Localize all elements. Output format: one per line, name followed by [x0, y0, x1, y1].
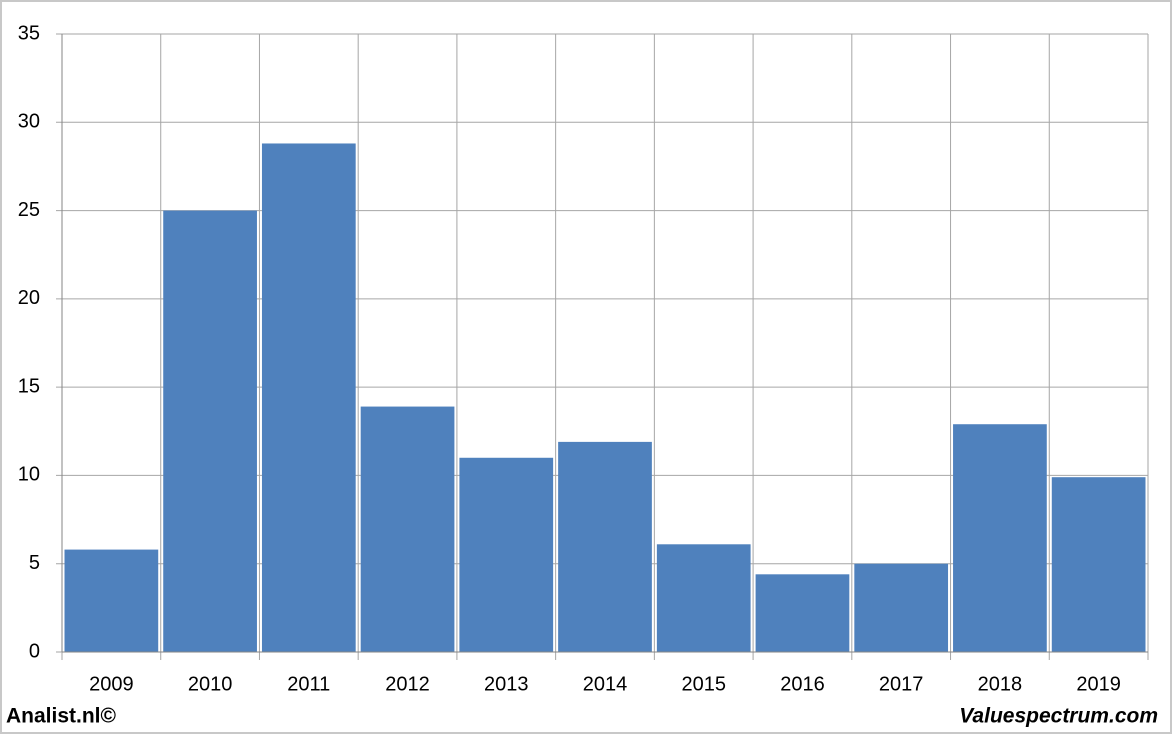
y-tick-label: 20	[18, 287, 40, 309]
x-tick-label: 2013	[484, 673, 529, 695]
x-tick-label: 2012	[385, 673, 430, 695]
y-tick-label: 5	[29, 552, 40, 574]
bar	[755, 574, 850, 652]
bar	[261, 143, 356, 652]
y-tick-label: 15	[18, 375, 40, 397]
y-tick-label: 10	[18, 464, 40, 486]
x-tick-label: 2009	[89, 673, 134, 695]
bar	[953, 424, 1047, 652]
bar	[558, 441, 652, 652]
x-tick-label: 2016	[780, 673, 825, 695]
bar	[1051, 477, 1146, 652]
bar	[459, 457, 554, 652]
x-tick-label: 2015	[681, 673, 726, 695]
y-tick-label: 0	[29, 640, 40, 662]
x-tick-label: 2019	[1076, 673, 1121, 695]
y-tick-label: 25	[18, 199, 40, 221]
credit-left: Analist.nl©	[6, 705, 117, 728]
x-tick-label: 2014	[583, 673, 628, 695]
y-tick-label: 35	[18, 22, 40, 44]
bar	[854, 563, 949, 652]
y-tick-label: 30	[18, 111, 40, 133]
x-tick-label: 2017	[879, 673, 924, 695]
x-tick-label: 2010	[188, 673, 233, 695]
bar	[360, 406, 455, 652]
bar	[656, 544, 751, 652]
bar	[64, 549, 159, 652]
bar	[163, 210, 257, 653]
x-tick-label: 2011	[287, 673, 330, 695]
credit-right: Valuespectrum.com	[959, 705, 1158, 728]
x-tick-label: 2018	[978, 673, 1023, 695]
